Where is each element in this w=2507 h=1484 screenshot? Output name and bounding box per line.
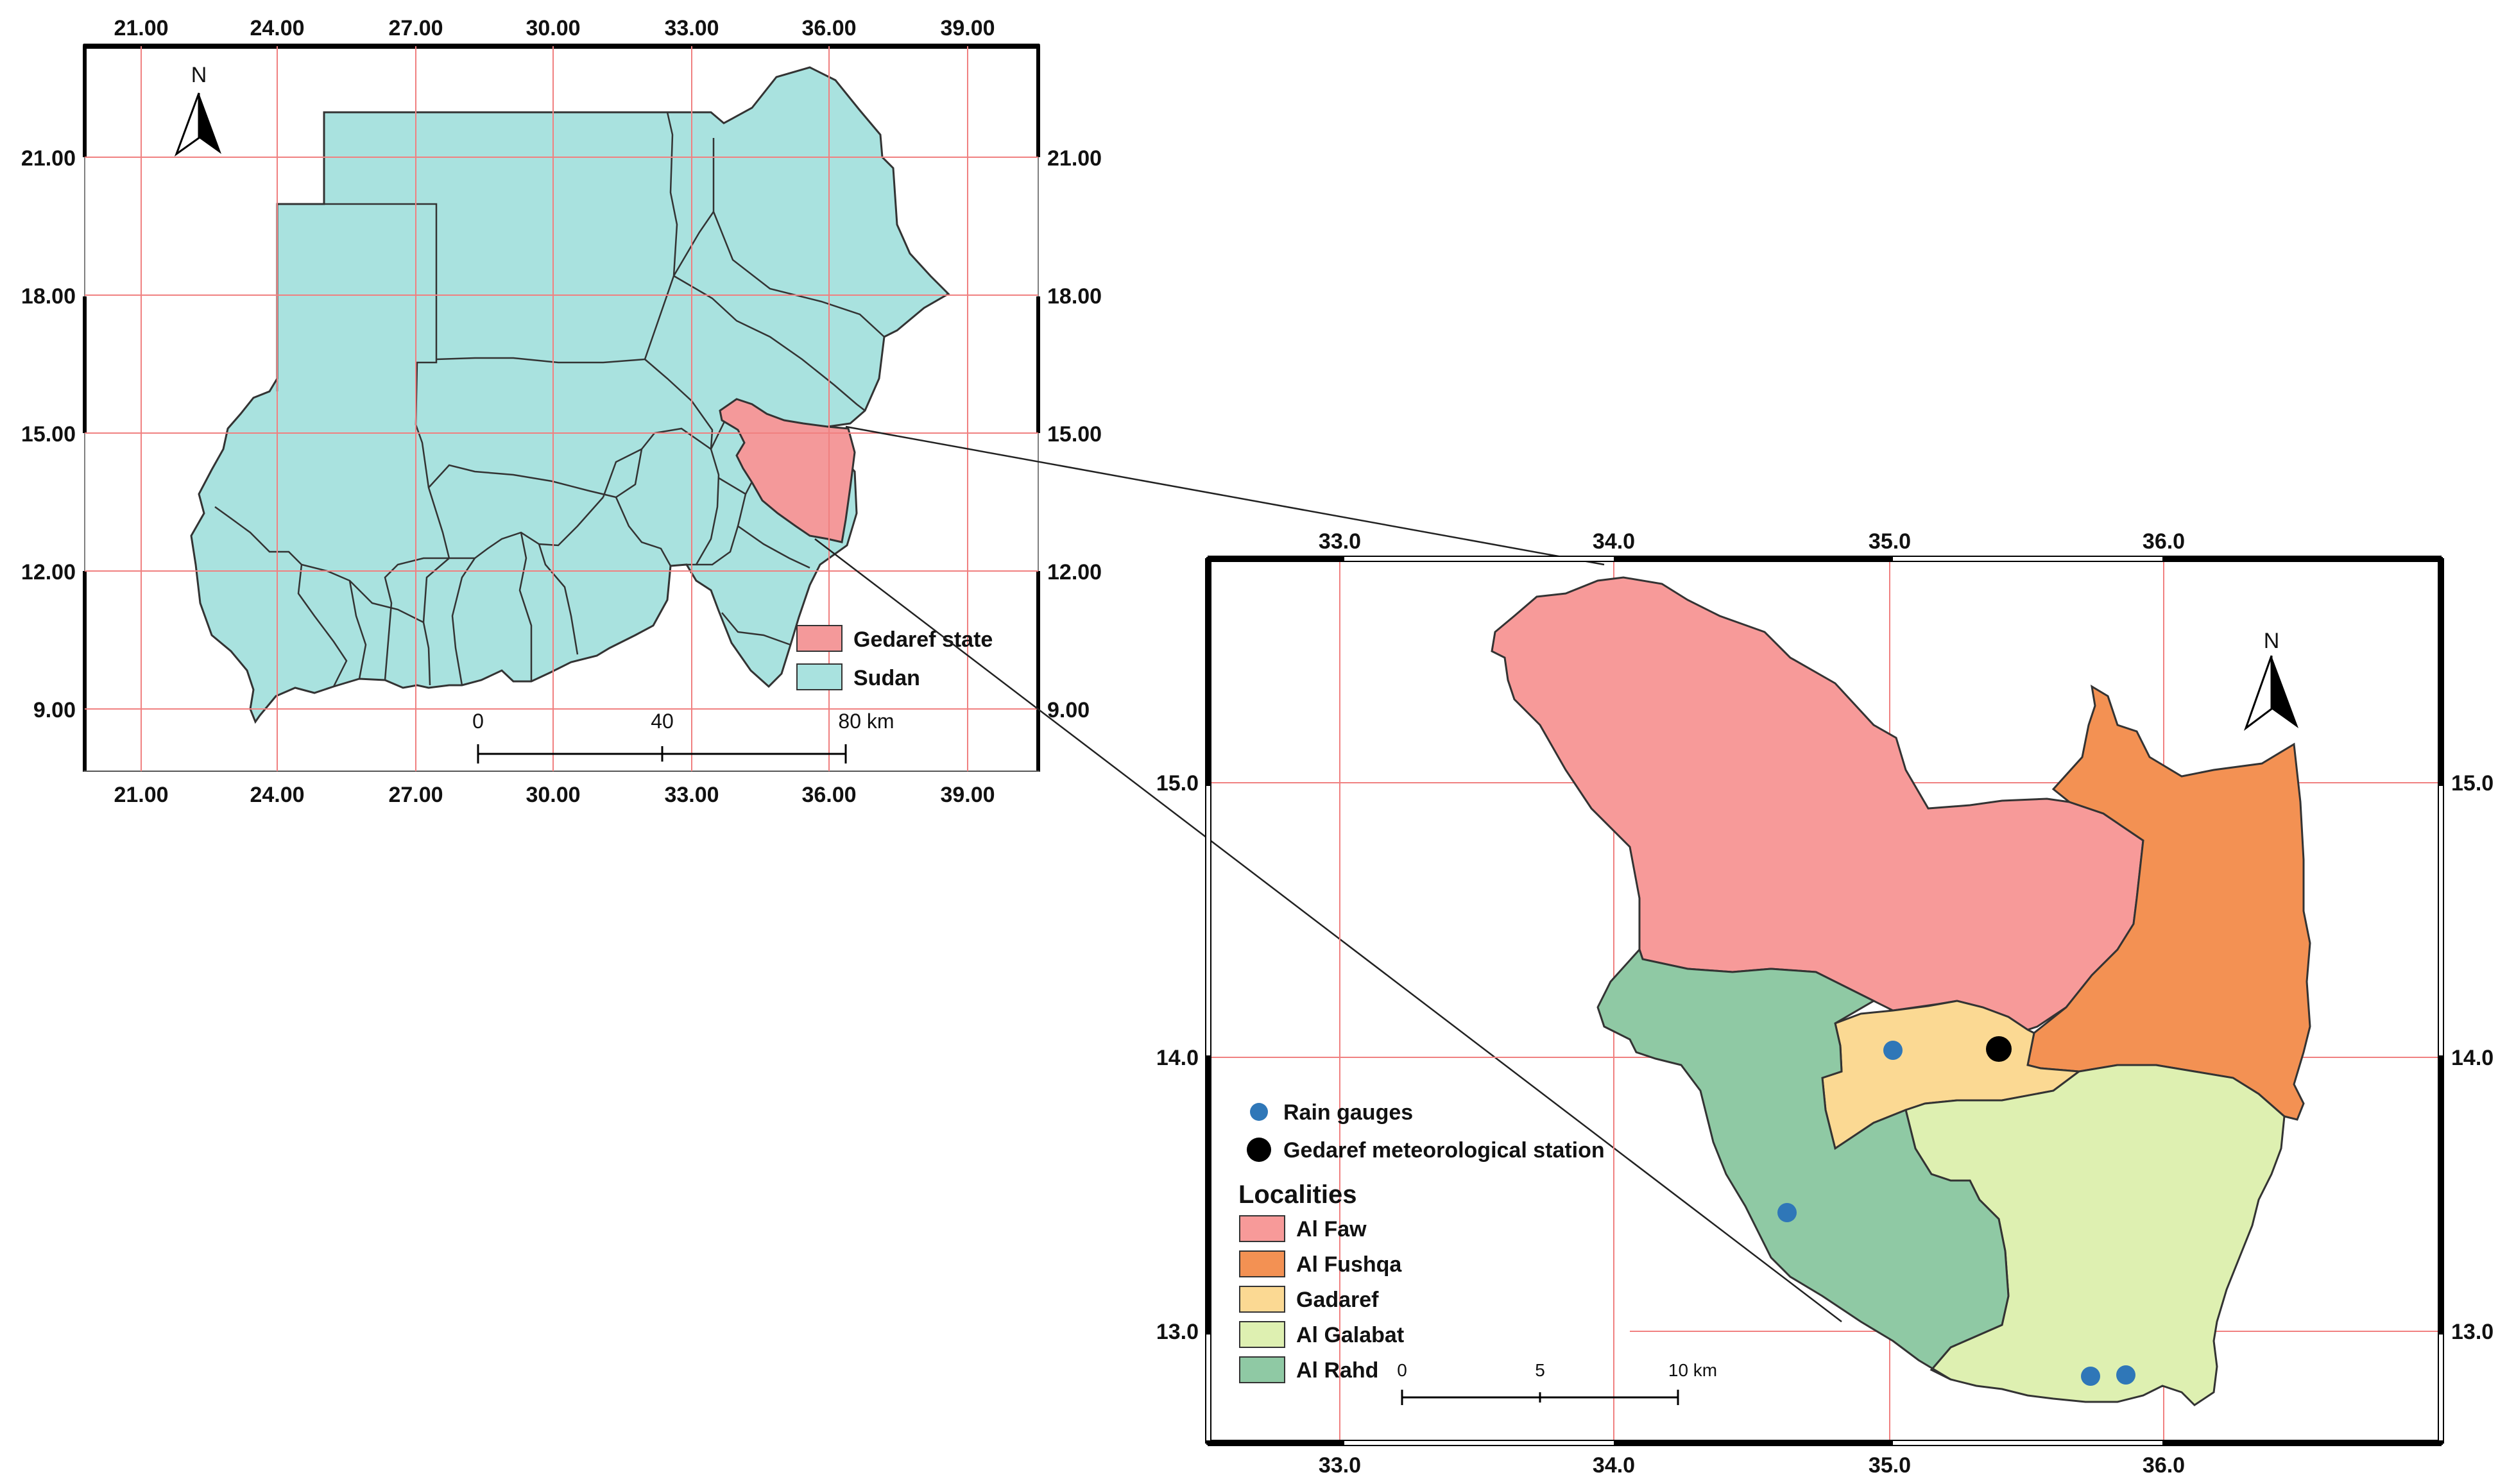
overview-top-ticks: 21.00 24.00 27.00 30.00 33.00 36.00 39.0… [114,16,995,40]
detail-points-legend: Rain gauges Gedaref meteorological stati… [1247,1100,1605,1163]
detail-bottom-tick: 36.0 [2143,1453,2185,1478]
overview-north-arrow-icon: N [174,63,221,157]
detail-scale-bar: 0 5 10 km [1397,1360,1717,1405]
legend-swatch-sudan [796,663,843,690]
overview-right-tick: 15.00 [1047,422,1102,447]
legend-title-localities: Localities [1238,1181,1357,1209]
overview-left-tick: 21.00 [21,146,76,171]
overview-right-tick: 12.00 [1047,560,1102,584]
legend-swatch-gedaref-state [796,625,843,652]
overview-scale-label: 80 km [838,710,894,733]
detail-right-tick: 15.0 [2451,771,2494,796]
overview-top-tick: 36.00 [801,16,856,40]
overview-scale-bar: 0 40 80 km [472,710,894,763]
legend-swatch-al-faw [1239,1215,1285,1242]
legend-label-met-station: Gedaref meteorological station [1283,1138,1605,1163]
legend-marker-rain-gauges [1250,1103,1268,1121]
overview-left-tick: 12.00 [21,560,76,584]
overview-map: 21.00 24.00 27.00 30.00 33.00 36.00 39.0… [21,16,1102,807]
detail-right-ticks: 15.0 14.0 13.0 [2451,771,2494,1344]
overview-top-tick: 30.00 [526,16,580,40]
overview-left-tick: 15.00 [21,422,76,447]
overview-bottom-ticks: 21.00 24.00 27.00 30.00 33.00 36.00 39.0… [114,783,995,807]
overview-bottom-tick: 24.00 [250,783,304,807]
legend-label-rain-gauges: Rain gauges [1283,1100,1413,1125]
overview-legend: Gedaref state Sudan [796,625,993,690]
rain-gauge-point [1777,1203,1797,1222]
overview-bottom-tick: 33.00 [664,783,719,807]
al-rahd-polygon [1596,948,2010,1381]
detail-left-tick: 13.0 [1156,1320,1199,1344]
overview-left-ticks: 21.00 18.00 15.00 12.00 9.00 [21,146,76,722]
detail-right-tick: 14.0 [2451,1046,2494,1070]
detail-left-ticks: 15.0 14.0 13.0 [1156,771,1199,1344]
rain-gauge-point [2116,1365,2135,1385]
overview-top-tick: 33.00 [664,16,719,40]
overview-right-ticks: 21.00 18.00 15.00 12.00 9.00 [1047,146,1102,722]
detail-scale-label: 0 [1397,1360,1407,1380]
detail-scale-label: 5 [1535,1360,1545,1380]
svg-text:N: N [2264,629,2280,653]
overview-bottom-tick: 27.00 [388,783,443,807]
overview-left-tick: 9.00 [33,698,76,722]
overview-right-tick: 9.00 [1047,698,1090,722]
detail-left-tick: 15.0 [1156,771,1199,796]
legend-label-al-faw: Al Faw [1296,1217,1367,1241]
detail-north-arrow-icon: N [2243,629,2298,731]
overview-bottom-tick: 30.00 [526,783,580,807]
legend-marker-met-station [1247,1138,1271,1162]
overview-top-tick: 27.00 [388,16,443,40]
met-station-point [1986,1036,2012,1062]
detail-top-tick: 33.0 [1319,529,1361,554]
legend-label-gadaref: Gadaref [1296,1288,1379,1312]
detail-scale-label: 10 km [1668,1360,1717,1380]
detail-left-tick: 14.0 [1156,1046,1199,1070]
legend-label-al-rahd: Al Rahd [1296,1358,1378,1383]
detail-map: 33.0 34.0 35.0 36.0 33.0 34.0 35.0 36.0 … [1156,529,2494,1478]
overview-scale-label: 40 [651,710,674,733]
rain-gauge-point [2081,1367,2100,1386]
al-faw-polygon [1491,576,2144,1031]
legend-label-al-galabat: Al Galabat [1296,1323,1404,1347]
overview-top-tick: 39.00 [940,16,995,40]
overview-top-tick: 21.00 [114,16,168,40]
legend-swatch-gadaref [1239,1286,1285,1313]
overview-top-tick: 24.00 [250,16,304,40]
legend-label-gedaref-state: Gedaref state [853,627,993,652]
rain-gauges [1777,1041,2135,1386]
detail-top-tick: 35.0 [1869,529,1911,554]
overview-bottom-tick: 21.00 [114,783,168,807]
svg-text:N: N [191,63,207,87]
detail-top-ticks: 33.0 34.0 35.0 36.0 [1319,529,2185,554]
sudan-polygon [190,66,950,724]
detail-top-tick: 34.0 [1593,529,1635,554]
detail-bottom-ticks: 33.0 34.0 35.0 36.0 [1319,1453,2185,1478]
detail-bottom-tick: 34.0 [1593,1453,1635,1478]
detail-top-tick: 36.0 [2143,529,2185,554]
gedaref-state-polygon [719,398,856,543]
legend-swatch-al-fushqa [1239,1250,1285,1277]
legend-label-sudan: Sudan [853,666,920,690]
legend-swatch-al-rahd [1239,1356,1285,1383]
overview-graticule [85,46,1038,771]
overview-left-tick: 18.00 [21,284,76,309]
legend-swatch-al-galabat [1239,1321,1285,1348]
detail-bottom-tick: 35.0 [1869,1453,1911,1478]
detail-right-tick: 13.0 [2451,1320,2494,1344]
detail-bottom-tick: 33.0 [1319,1453,1361,1478]
overview-right-tick: 18.00 [1047,284,1102,309]
rain-gauge-point [1883,1041,1903,1060]
detail-localities-legend: Localities Al Faw Al Fushqa Gadaref Al G… [1238,1181,1404,1383]
zoom-connector-lines [814,425,1842,1322]
overview-bottom-tick: 36.00 [801,783,856,807]
overview-bottom-tick: 39.00 [940,783,995,807]
overview-right-tick: 21.00 [1047,146,1102,171]
legend-label-al-fushqa: Al Fushqa [1296,1252,1402,1277]
overview-scale-label: 0 [472,710,484,733]
